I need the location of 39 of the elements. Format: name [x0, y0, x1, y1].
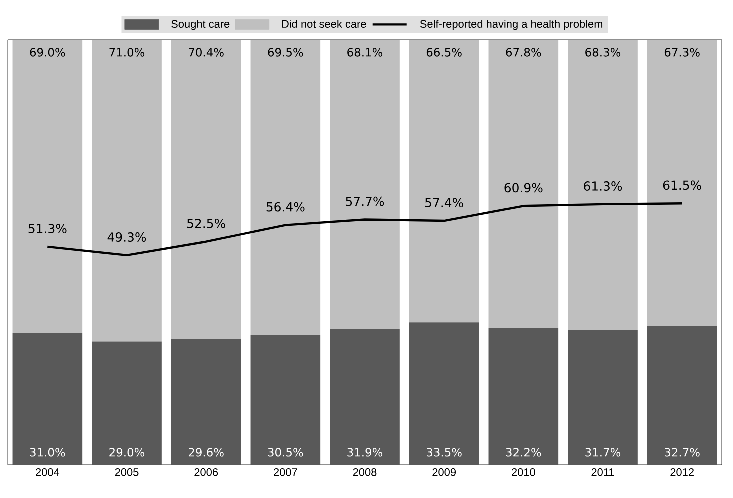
data-label: 31.7%: [586, 448, 621, 457]
data-label: 57.7%: [346, 196, 384, 206]
data-label: 61.3%: [584, 182, 622, 191]
x-tick-label: 2004: [36, 468, 60, 476]
data-label: 71.0%: [110, 48, 145, 57]
data-label: 32.7%: [665, 448, 700, 457]
data-label: 60.9%: [504, 183, 543, 193]
data-label: 49.3%: [108, 232, 146, 242]
data-label: 56.4%: [266, 202, 305, 212]
data-label: 29.0%: [110, 448, 145, 457]
legend-label: Did not seek care: [282, 20, 366, 28]
data-label: 69.0%: [30, 48, 66, 57]
data-label: 51.3%: [28, 224, 67, 234]
data-label: 67.8%: [506, 48, 542, 57]
data-label: 70.4%: [189, 48, 224, 57]
x-tick-label: 2012: [670, 468, 694, 476]
data-label: 30.5%: [268, 448, 304, 457]
x-tick-label: 2008: [353, 468, 377, 476]
data-label: 31.9%: [348, 448, 383, 457]
data-label: 29.6%: [188, 448, 224, 457]
legend-label: Self-reported having a health problem: [420, 20, 603, 30]
data-label: 68.3%: [586, 48, 621, 57]
data-label: 68.1%: [348, 48, 383, 57]
x-tick-label: 2007: [274, 468, 298, 476]
data-label: 66.5%: [426, 48, 462, 57]
x-tick-label: 2006: [194, 468, 218, 476]
x-tick-label: 2011: [592, 468, 614, 476]
data-label: 33.5%: [427, 448, 462, 457]
data-label: 61.5%: [663, 180, 702, 190]
data-label: 67.3%: [664, 48, 700, 57]
data-label: 52.5%: [188, 218, 226, 228]
x-tick-label: 2010: [512, 468, 536, 476]
data-label: 32.2%: [506, 448, 542, 457]
legend-label: Sought care: [172, 20, 230, 30]
x-tick-label: 2009: [432, 468, 456, 476]
data-label: 57.4%: [426, 198, 464, 208]
data-label: 69.5%: [268, 48, 304, 57]
x-tick-label: 2005: [115, 468, 139, 476]
data-label: 31.0%: [30, 448, 66, 457]
